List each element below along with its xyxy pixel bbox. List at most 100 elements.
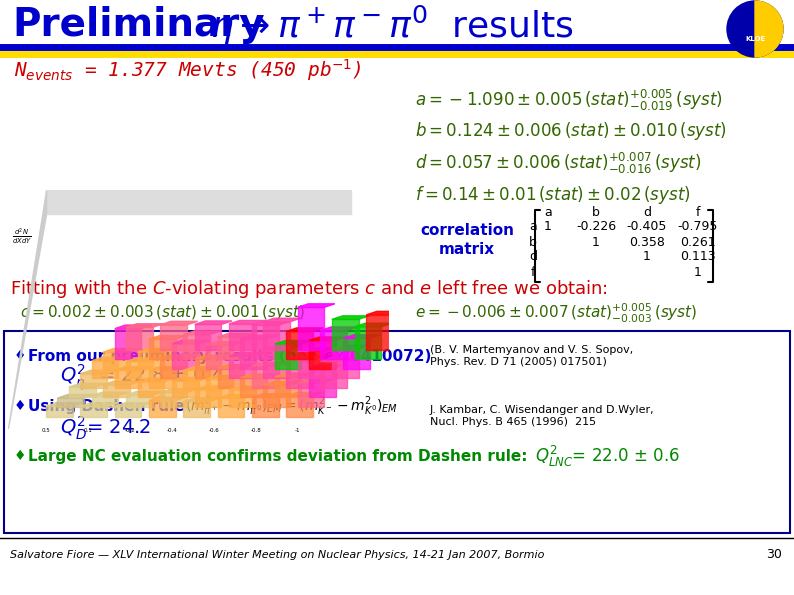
Bar [137, 352, 164, 369]
Text: a: a [529, 221, 537, 233]
Polygon shape [137, 349, 175, 352]
Bar [229, 356, 256, 378]
Polygon shape [160, 321, 198, 325]
Polygon shape [103, 381, 141, 384]
Text: From our preliminary results (hep-ex/0410072): From our preliminary results (hep-ex/041… [28, 349, 431, 364]
Bar [57, 398, 84, 407]
Bar [195, 390, 222, 407]
Polygon shape [114, 325, 152, 328]
Polygon shape [355, 323, 392, 327]
Bar [126, 362, 152, 378]
Text: Large NC evaluation confirms deviation from Dashen rule:: Large NC evaluation confirms deviation f… [28, 449, 527, 464]
Text: 0.358: 0.358 [629, 236, 665, 249]
Polygon shape [195, 321, 232, 324]
Polygon shape [241, 336, 278, 339]
Text: KLOE: KLOE [745, 36, 765, 42]
Text: Preliminary: Preliminary [12, 6, 264, 44]
Circle shape [727, 1, 783, 57]
Polygon shape [298, 347, 335, 351]
Polygon shape [286, 356, 323, 359]
Bar [366, 315, 393, 350]
Wedge shape [755, 1, 783, 57]
Text: -0.795: -0.795 [678, 221, 719, 233]
Polygon shape [332, 316, 369, 320]
Bar [286, 359, 313, 388]
Polygon shape [309, 365, 346, 368]
Bar [195, 359, 222, 378]
Text: Fitting with the $C$-violating parameters $c$ and $e$ left free we obtain:: Fitting with the $C$-violating parameter… [10, 278, 608, 300]
Text: 1: 1 [544, 221, 552, 233]
Text: -0.2: -0.2 [125, 428, 135, 433]
Polygon shape [160, 355, 198, 358]
Text: d: d [529, 250, 537, 264]
Polygon shape [252, 322, 289, 325]
Polygon shape [69, 383, 106, 387]
Polygon shape [183, 398, 221, 402]
Text: $Q^2_{LNC}$= 22.0 ± 0.6: $Q^2_{LNC}$= 22.0 ± 0.6 [535, 443, 680, 468]
Bar [275, 344, 302, 369]
Polygon shape [126, 392, 164, 395]
Polygon shape [343, 335, 380, 339]
Polygon shape [195, 386, 232, 390]
Polygon shape [229, 386, 266, 390]
Bar [332, 349, 359, 378]
Bar [286, 331, 313, 359]
Bar [183, 370, 210, 388]
Text: N$_{events}$ = 1.377 Mevts (450 pb$^{-1}$): N$_{events}$ = 1.377 Mevts (450 pb$^{-1}… [14, 57, 361, 83]
Polygon shape [298, 304, 335, 308]
Polygon shape [229, 321, 266, 324]
Bar [80, 406, 107, 416]
Polygon shape [241, 374, 278, 378]
Bar [114, 406, 141, 416]
Polygon shape [126, 324, 164, 327]
Polygon shape [114, 403, 152, 406]
Polygon shape [92, 357, 129, 361]
Text: f: f [530, 265, 535, 278]
Bar [343, 339, 370, 369]
Text: -0.405: -0.405 [626, 221, 667, 233]
Bar [298, 383, 324, 407]
Polygon shape [46, 403, 83, 406]
Bar [149, 370, 175, 388]
Polygon shape [218, 394, 255, 398]
Bar [114, 328, 141, 359]
Bar [80, 374, 107, 388]
Text: $Q^2_{\eta}$  = 22.8 ± 0.4: $Q^2_{\eta}$ = 22.8 ± 0.4 [60, 363, 225, 393]
Polygon shape [252, 362, 289, 366]
Text: -0.8: -0.8 [250, 428, 261, 433]
Polygon shape [172, 340, 209, 344]
Text: -0.4: -0.4 [167, 428, 177, 433]
Text: -1: -1 [295, 428, 300, 433]
Bar [126, 327, 152, 350]
Polygon shape [264, 318, 301, 322]
Text: 1: 1 [592, 236, 600, 249]
Polygon shape [286, 393, 323, 396]
Bar [252, 366, 279, 388]
Text: ♦: ♦ [14, 349, 26, 363]
Text: $d = 0.057 \pm 0.006\,(stat)^{+0.007}_{-0.016}\,(syst)$: $d = 0.057 \pm 0.006\,(stat)^{+0.007}_{-… [415, 151, 702, 176]
Polygon shape [321, 327, 358, 330]
Polygon shape [103, 349, 141, 352]
Polygon shape [321, 358, 358, 362]
Bar [218, 398, 245, 416]
Bar [264, 322, 290, 350]
Polygon shape [80, 403, 118, 406]
Text: $b = 0.124 \pm 0.006\,(stat) \pm 0.010\,(syst)$: $b = 0.124 \pm 0.006\,(stat) \pm 0.010\,… [415, 120, 727, 142]
Text: $Q^2_D$= 24.2: $Q^2_D$= 24.2 [60, 414, 151, 441]
Polygon shape [275, 340, 312, 344]
Polygon shape [366, 311, 403, 315]
Bar [149, 339, 175, 359]
Polygon shape [298, 379, 335, 383]
Polygon shape [309, 337, 346, 340]
Bar [275, 377, 302, 397]
Bar [172, 344, 198, 369]
Bar [183, 334, 210, 359]
FancyBboxPatch shape [4, 331, 790, 533]
Text: f: f [696, 206, 700, 220]
Bar [309, 340, 336, 369]
Bar [126, 395, 152, 407]
Text: 0.261: 0.261 [680, 236, 716, 249]
Polygon shape [264, 346, 301, 349]
Text: (B. V. Martemyanov and V. S. Sopov,
Phys. Rev. D 71 (2005) 017501): (B. V. Martemyanov and V. S. Sopov, Phys… [430, 345, 634, 367]
Polygon shape [149, 367, 187, 370]
